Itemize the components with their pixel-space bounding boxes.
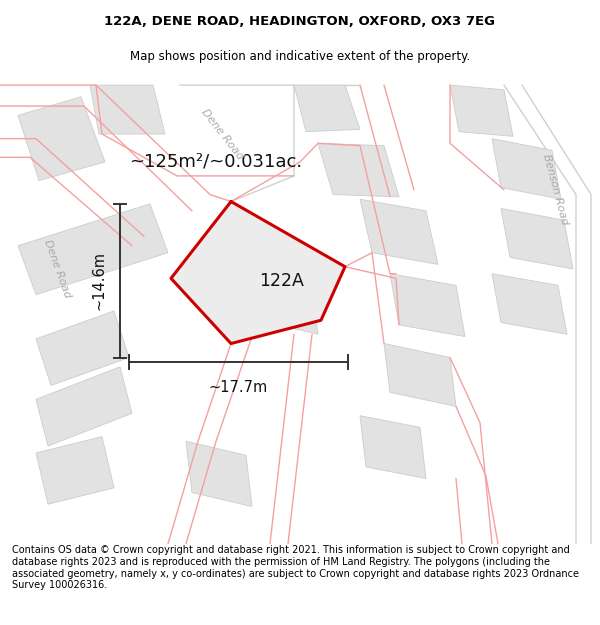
Polygon shape <box>18 204 168 294</box>
Polygon shape <box>360 199 438 264</box>
Polygon shape <box>318 143 399 197</box>
Text: 122A, DENE ROAD, HEADINGTON, OXFORD, OX3 7EG: 122A, DENE ROAD, HEADINGTON, OXFORD, OX3… <box>104 16 496 28</box>
Text: Benson Road: Benson Road <box>541 153 569 226</box>
Polygon shape <box>492 274 567 334</box>
Text: ~14.6m: ~14.6m <box>92 251 107 310</box>
Text: Dene Road: Dene Road <box>42 239 72 299</box>
Text: Contains OS data © Crown copyright and database right 2021. This information is : Contains OS data © Crown copyright and d… <box>12 545 579 590</box>
Polygon shape <box>450 85 513 136</box>
Text: Dene Road: Dene Road <box>199 107 245 161</box>
Polygon shape <box>186 441 252 506</box>
Polygon shape <box>36 311 129 386</box>
Polygon shape <box>90 85 165 134</box>
Polygon shape <box>384 344 456 406</box>
Polygon shape <box>294 85 360 132</box>
Polygon shape <box>36 367 132 446</box>
Polygon shape <box>492 139 561 199</box>
Text: Map shows position and indicative extent of the property.: Map shows position and indicative extent… <box>130 50 470 62</box>
Text: ~17.7m: ~17.7m <box>209 380 268 395</box>
Polygon shape <box>390 274 465 336</box>
Polygon shape <box>360 416 426 479</box>
Text: ~125m²/~0.031ac.: ~125m²/~0.031ac. <box>130 153 302 171</box>
Polygon shape <box>18 97 105 181</box>
Polygon shape <box>252 278 318 334</box>
Polygon shape <box>501 209 573 269</box>
Polygon shape <box>171 201 345 344</box>
Polygon shape <box>36 437 114 504</box>
Text: 122A: 122A <box>260 272 304 289</box>
